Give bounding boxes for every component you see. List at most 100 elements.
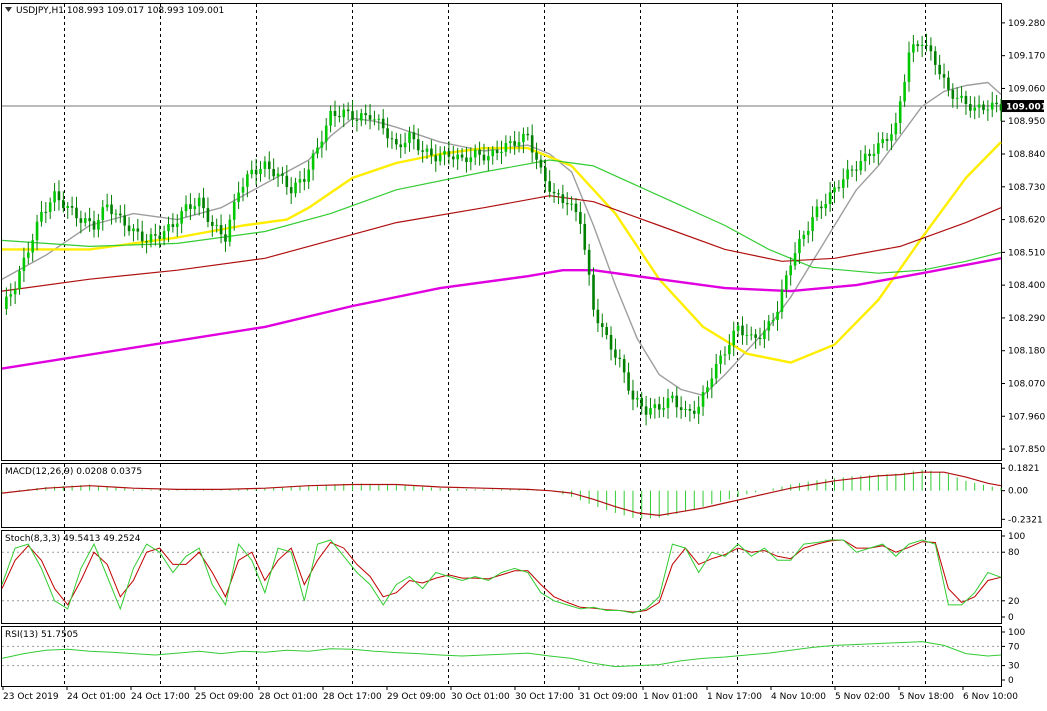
candle-body (706, 387, 709, 393)
candle-body (5, 296, 8, 309)
candle-body (127, 225, 131, 232)
candle-body (9, 294, 13, 297)
candle-body (789, 265, 792, 276)
candle-body (824, 204, 828, 209)
candle-body (618, 357, 622, 360)
candle-body (609, 334, 613, 350)
candle-body (377, 118, 381, 120)
time-tick-label: 31 Oct 09:00 (579, 692, 638, 702)
candle-body (903, 81, 906, 102)
candle-body (57, 191, 61, 201)
candle-body (793, 253, 797, 266)
candle-body (933, 51, 937, 65)
candle-body (22, 257, 26, 272)
candle-body (736, 325, 740, 331)
candle-body (158, 235, 162, 239)
candle-body (381, 118, 385, 129)
candle-body (649, 408, 652, 415)
rsi-title: RSI(13) 51.7505 (5, 630, 78, 640)
candle-body (66, 206, 70, 209)
candle-body (600, 323, 604, 328)
stoch-tick-label: 100 (1008, 532, 1025, 542)
candle-body (232, 201, 236, 220)
candle-body (548, 181, 551, 192)
candle-body (504, 143, 508, 152)
price-tick-label: 108.180 (1008, 347, 1045, 357)
candle-body (48, 202, 52, 212)
day-separators (64, 4, 926, 686)
candle-body (193, 206, 197, 210)
candle-body (579, 212, 582, 224)
candle-body (565, 203, 569, 205)
candle-body (105, 204, 109, 208)
candle-body (101, 207, 105, 220)
price-tick-label: 109.060 (1008, 84, 1045, 94)
last-price-text: 109.001 (1006, 103, 1047, 113)
candle-body (728, 345, 731, 355)
candle-body (636, 397, 639, 400)
rsi-line (1, 641, 1002, 668)
stoch-axis: 100 80 20 0 (1001, 532, 1025, 623)
candle-body (110, 204, 113, 215)
candle-body (329, 110, 332, 126)
candle-body (688, 408, 692, 411)
candle-body (828, 192, 832, 205)
candle-body (951, 89, 955, 99)
candle-body (561, 194, 565, 204)
candle-body (416, 139, 420, 151)
candle-body (202, 197, 205, 209)
candle-body (767, 321, 771, 331)
moving-average-yellow (2, 141, 1002, 364)
candle-body (184, 204, 188, 212)
price-tick-label: 108.510 (1008, 248, 1045, 258)
candle-body (763, 330, 766, 339)
candle-body (167, 224, 170, 232)
price-tick-label: 108.950 (1008, 117, 1045, 127)
candle-body (281, 173, 284, 176)
candle-body (180, 211, 183, 224)
candle-body (872, 153, 876, 156)
candle-body (990, 102, 994, 110)
candle-body (390, 138, 394, 140)
candle-body (938, 64, 941, 75)
price-tick-label: 108.400 (1008, 281, 1045, 291)
candle-body (456, 154, 459, 160)
candle-body (833, 187, 836, 193)
candle-body (495, 149, 499, 154)
candle-body (79, 218, 83, 223)
candle-body (868, 153, 871, 156)
candle-body (368, 115, 372, 120)
price-axis: 109.280 109.170 109.060 108.950 108.840 108.7… (1001, 19, 1045, 455)
candle-body (841, 179, 845, 188)
candle-body (175, 223, 179, 227)
candle-body (342, 109, 346, 118)
macd-tick-label: 0.1821 (1008, 464, 1040, 474)
candle-body (745, 334, 749, 336)
candle-body (885, 139, 889, 141)
candle-body (478, 149, 481, 155)
candle-body (289, 187, 293, 194)
candle-body (679, 407, 683, 411)
candle-body (35, 221, 39, 241)
rsi-pane (1, 626, 1002, 687)
candle-body (83, 218, 87, 223)
macd-signal-line (1, 471, 1002, 517)
candle-body (399, 144, 403, 148)
candle-body (995, 102, 998, 105)
stoch-title: Stoch(8,3,3) 49.5413 49.2524 (5, 534, 141, 544)
candle-body (149, 234, 153, 243)
candle-body (662, 407, 665, 410)
moving-average-gray (1, 81, 1002, 397)
candle-body (324, 125, 328, 142)
candle-body (421, 150, 424, 152)
candle-body (855, 169, 858, 171)
candle-body (986, 109, 990, 111)
candle-body (754, 334, 757, 338)
candle-body (316, 147, 319, 154)
candle-body (140, 231, 144, 242)
candle-body (583, 223, 587, 250)
candle-body (570, 203, 573, 205)
candle-body (758, 337, 762, 339)
